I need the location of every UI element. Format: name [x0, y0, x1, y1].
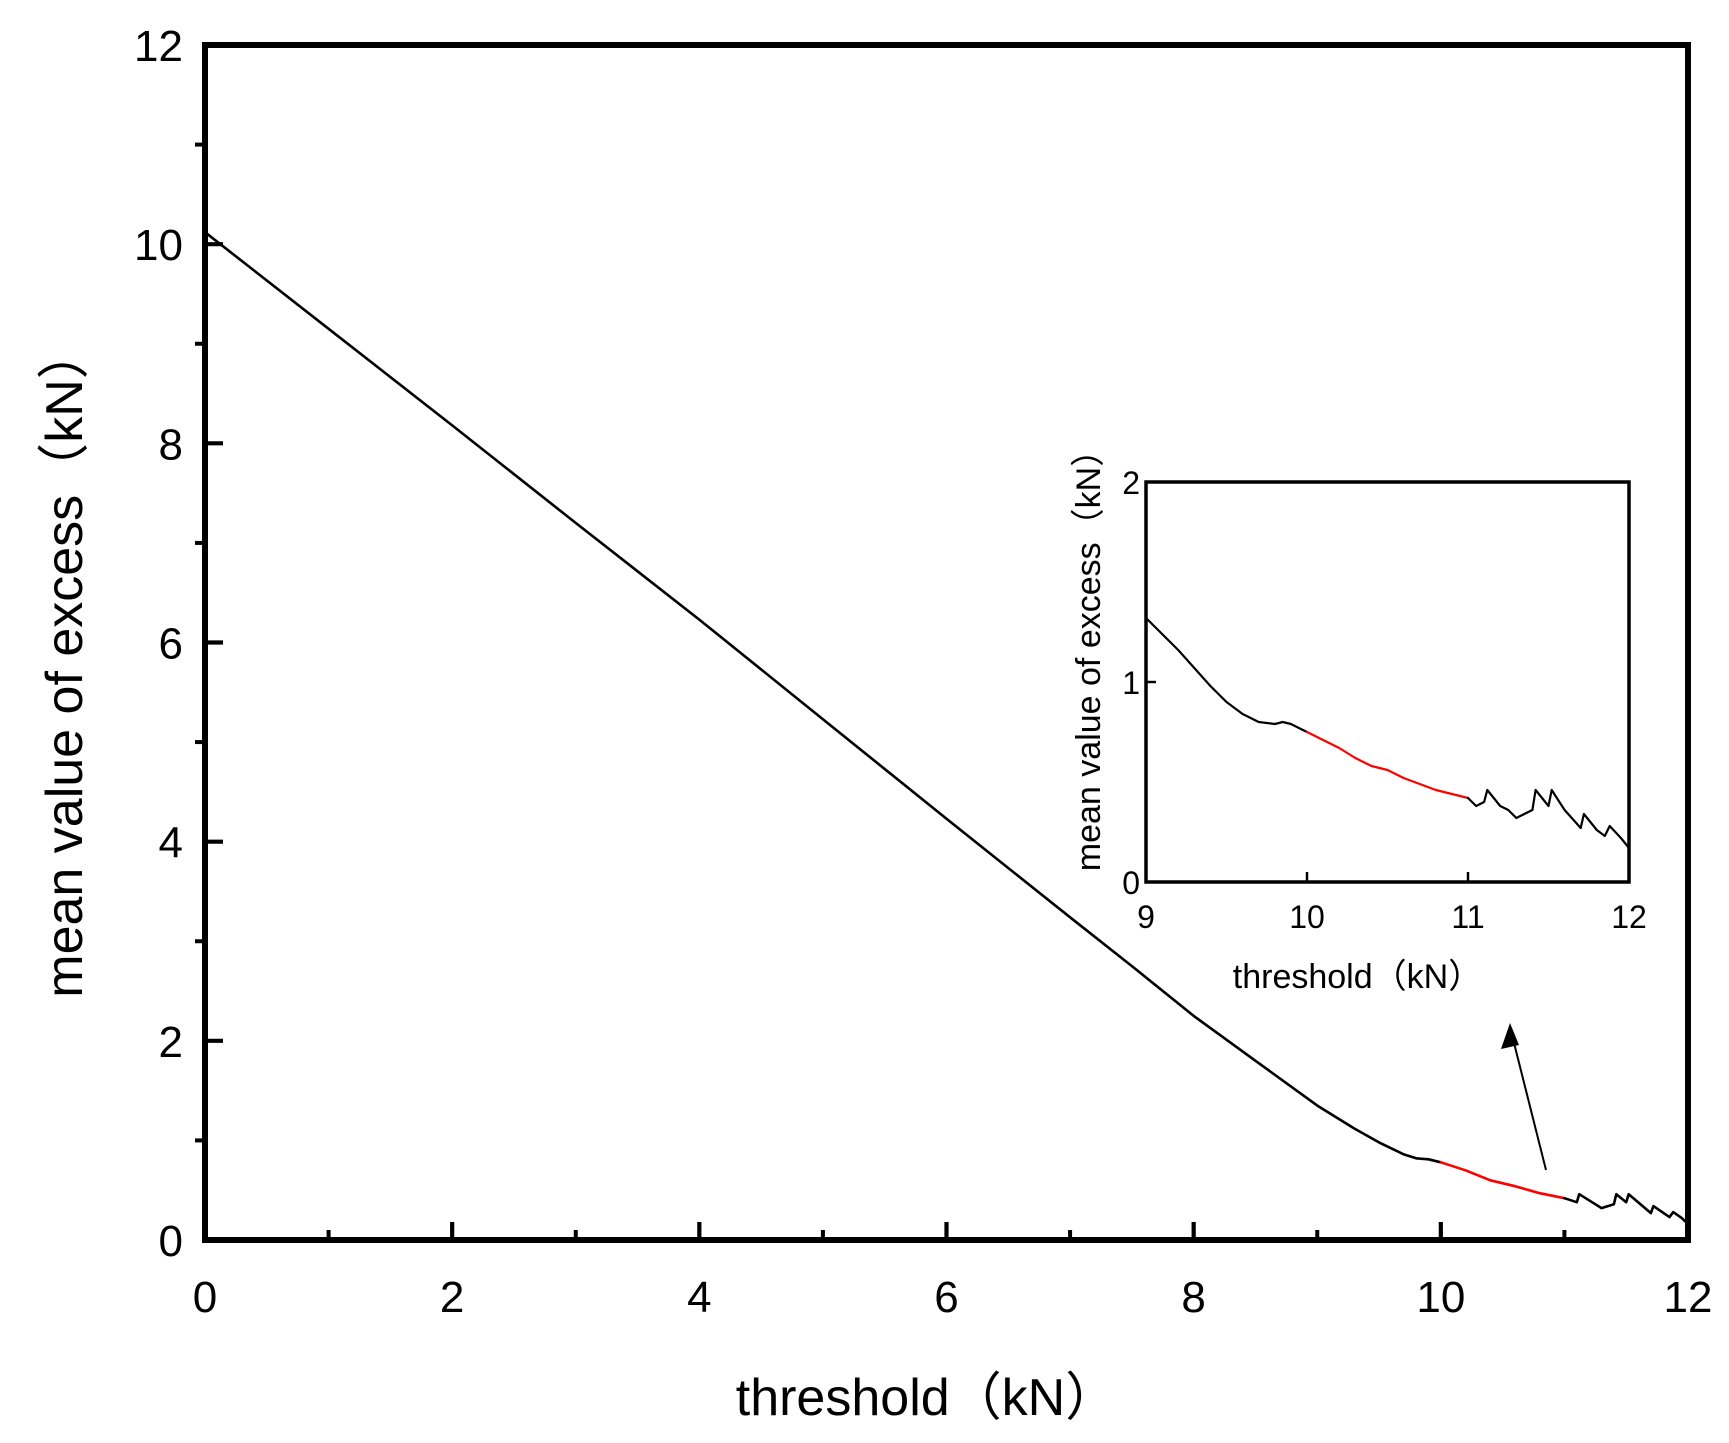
- inset-plot-background: [1146, 482, 1629, 882]
- main-x-tick-label: 0: [193, 1273, 217, 1322]
- main-x-tick-label: 12: [1664, 1273, 1713, 1322]
- main-y-tick-label: 10: [134, 221, 183, 270]
- main-x-tick-label: 2: [440, 1273, 464, 1322]
- main-y-tick-label: 2: [159, 1018, 183, 1067]
- inset-y-axis-label: mean value of excess（kN）: [1070, 433, 1108, 871]
- inset-x-axis-label: threshold（kN）: [1233, 958, 1482, 996]
- inset-series-0-line: [1144, 616, 1309, 734]
- inset-x-tick-label: 10: [1289, 899, 1325, 935]
- inset-y-tick-label: 1: [1122, 665, 1140, 701]
- main-y-tick-label: 8: [159, 420, 183, 469]
- main-x-tick-label: 6: [934, 1273, 958, 1322]
- inset-x-tick-label: 12: [1611, 899, 1647, 935]
- main-series-1-line: [1439, 1161, 1566, 1200]
- main-x-axis-label: threshold（kN）: [736, 1369, 1117, 1427]
- main-y-tick-label: 4: [159, 819, 183, 868]
- inset-series-2-line: [1466, 788, 1631, 850]
- main-y-tick-label: 12: [134, 22, 183, 71]
- inset-x-tick-label: 11: [1451, 899, 1484, 935]
- main-series-2-line: [1563, 1192, 1690, 1226]
- inset-pointer-arrow-head: [1501, 1023, 1519, 1049]
- main-series-0-line: [203, 230, 1443, 1164]
- main-x-tick-label: 10: [1416, 1273, 1465, 1322]
- main-x-tick-label: 4: [687, 1273, 711, 1322]
- inset-y-tick-label: 2: [1122, 465, 1140, 501]
- main-y-tick-label: 0: [159, 1217, 183, 1266]
- inset-pointer-arrow-line: [1511, 1034, 1547, 1171]
- main-y-tick-label: 6: [159, 620, 183, 669]
- main-x-tick-label: 8: [1181, 1273, 1205, 1322]
- inset-series-1-line: [1305, 730, 1470, 800]
- inset-y-tick-label: 0: [1122, 865, 1140, 901]
- main-y-axis-label: mean value of excess（kN）: [36, 327, 94, 998]
- inset-x-tick-label: 9: [1137, 899, 1155, 935]
